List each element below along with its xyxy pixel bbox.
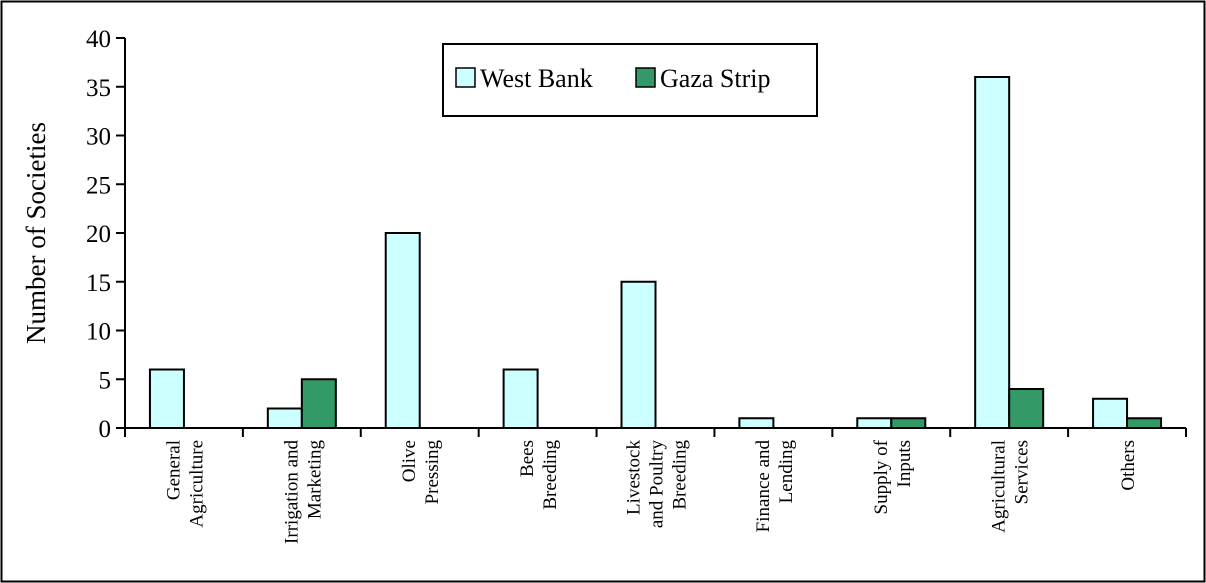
x-category-label: Irrigation and bbox=[281, 440, 302, 544]
y-tick-label: 0 bbox=[99, 416, 112, 443]
x-category-label: and Poultry bbox=[647, 440, 668, 529]
bar-west-bank bbox=[738, 417, 775, 429]
legend-label-west-bank: West Bank bbox=[480, 64, 593, 93]
y-tick-label: 40 bbox=[86, 26, 111, 53]
bar-west-bank bbox=[620, 280, 657, 429]
x-category-label: Lending bbox=[776, 440, 797, 504]
x-category-label: Services bbox=[1012, 440, 1033, 504]
x-category-label: Pressing bbox=[422, 440, 443, 505]
legend: West Bank Gaza Strip bbox=[442, 43, 818, 117]
x-category-label: Livestock bbox=[624, 440, 645, 515]
x-category-label: Breeding bbox=[540, 440, 561, 510]
bar-gaza-strip bbox=[300, 378, 337, 429]
legend-swatch-gaza-strip bbox=[635, 67, 656, 88]
bar-gaza-strip bbox=[890, 417, 927, 429]
bar-west-bank bbox=[266, 407, 303, 429]
x-category-label: General bbox=[163, 440, 184, 500]
bar-west-bank bbox=[384, 232, 421, 429]
plot-area: 0 5 10 15 20 25 30 35 40 General Agriculture Irriga… bbox=[86, 26, 1187, 544]
x-category-label: Others bbox=[1118, 440, 1139, 491]
bar-gaza-strip bbox=[1126, 417, 1163, 429]
bar-west-bank bbox=[856, 417, 893, 429]
legend-label-gaza-strip: Gaza Strip bbox=[660, 64, 770, 93]
y-tick-label: 10 bbox=[86, 319, 111, 346]
x-category-label: Agriculture bbox=[186, 440, 207, 528]
x-category-label: Agricultural bbox=[989, 440, 1010, 533]
x-category-label: Olive bbox=[399, 440, 420, 482]
x-category-label: Bees bbox=[517, 440, 538, 477]
bar-west-bank bbox=[974, 76, 1011, 429]
y-tick-label: 30 bbox=[86, 124, 111, 151]
x-category-label: Breeding bbox=[670, 440, 691, 510]
legend-swatch-west-bank bbox=[455, 67, 476, 88]
legend-box bbox=[442, 43, 818, 117]
bar-west-bank bbox=[502, 368, 539, 429]
x-category-label: Marketing bbox=[304, 440, 325, 520]
y-tick-label: 20 bbox=[86, 221, 111, 248]
bar-west-bank bbox=[1092, 397, 1129, 429]
y-tick-label: 35 bbox=[86, 75, 111, 102]
x-category-label: Inputs bbox=[894, 440, 915, 488]
y-tick-label: 15 bbox=[86, 270, 111, 297]
y-axis-title: Number of Societies bbox=[21, 122, 51, 344]
bar-gaza-strip bbox=[1008, 388, 1045, 429]
y-tick-label: 25 bbox=[86, 172, 111, 199]
bar-west-bank bbox=[148, 368, 185, 429]
x-category-label: Finance and bbox=[753, 440, 774, 533]
x-category-label: Supply of bbox=[871, 439, 892, 514]
y-tick-label: 5 bbox=[99, 367, 112, 394]
